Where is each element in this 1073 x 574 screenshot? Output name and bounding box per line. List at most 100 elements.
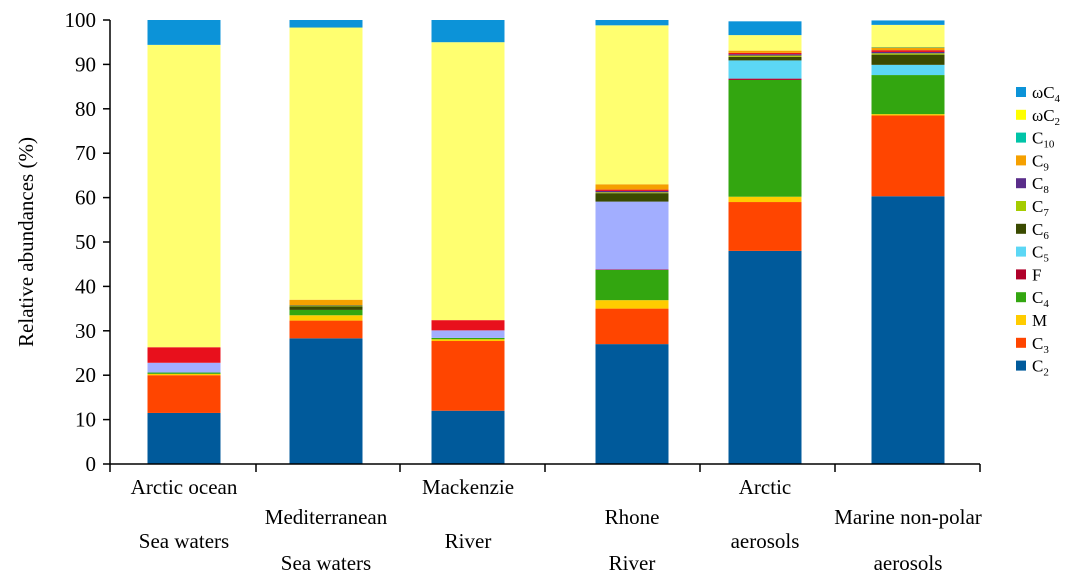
legend-swatch-c3 (1016, 337, 1026, 348)
bar-segment-c8-5 (871, 51, 945, 54)
bar-segment-c2-2 (431, 410, 505, 464)
bar-segment-m-2 (431, 339, 505, 342)
legend-swatch-c7 (1016, 201, 1026, 211)
bar-segment-c4-0 (147, 20, 221, 45)
bar-segment-c3-2 (431, 341, 505, 411)
bar-segment-c6-1 (289, 306, 363, 310)
y-tick-label-60: 60 (75, 186, 96, 210)
legend-swatch-c4 (1016, 292, 1026, 303)
legend-label-c4: C4 (1032, 288, 1049, 310)
legend-swatch-c9 (1016, 155, 1026, 166)
category-label-line2-1: Sea waters (281, 551, 371, 574)
legend-label-c3: C3 (1032, 334, 1049, 356)
category-label-line1-1: Mediterranean (265, 505, 388, 529)
bar-segment-c2-0 (147, 412, 221, 464)
bar-segment-c4-5 (871, 20, 945, 25)
bar-segment-fb-4 (728, 52, 802, 55)
y-tick-label-20: 20 (75, 363, 96, 387)
bar-segment-c2-0 (147, 44, 221, 348)
category-label-line1-3: Rhone (605, 505, 660, 529)
bar-segment-c4-1 (289, 20, 363, 28)
category-label-line1-0: Arctic ocean (131, 475, 238, 499)
bar-segment-c7-1 (289, 305, 363, 307)
bar-segment-m-4 (728, 196, 802, 203)
legend-label-c4: ωC4 (1032, 83, 1061, 105)
bar-segment-c5b-4 (728, 60, 802, 79)
bar-segment-c4-4 (728, 21, 802, 36)
bar-segment-c3-5 (871, 115, 945, 197)
category-label-line2-2: River (445, 529, 492, 553)
bar-segment-m-0 (147, 373, 221, 376)
legend-swatch-c8 (1016, 178, 1026, 189)
bar-segment-c6-4 (728, 56, 802, 61)
bar-segment-c3-1 (289, 320, 363, 339)
bar-segment-c2-4 (728, 250, 802, 464)
legend-swatch-m (1016, 315, 1026, 325)
legend-label-c9: C9 (1032, 151, 1049, 173)
bar-segment-fb-0 (147, 347, 221, 363)
bar-segment-fb-2 (431, 320, 505, 331)
category-label-line2-4: aerosols (731, 529, 800, 553)
legend-swatch-f (1016, 269, 1026, 280)
legend-swatch-c2 (1016, 109, 1026, 120)
bar-segment-c4-0 (147, 372, 221, 374)
category-label-line1-2: Mackenzie (422, 475, 514, 499)
bar-segment-c2-1 (289, 338, 363, 464)
bar-segment-c4-4 (728, 79, 802, 197)
axes-layer (103, 19, 981, 472)
bar-segment-c4-2 (431, 337, 505, 340)
legend-swatch-c10 (1016, 132, 1026, 143)
bar-segment-c3-4 (728, 202, 802, 251)
bar-segment-f-4 (728, 78, 802, 80)
y-tick-label-40: 40 (75, 274, 96, 298)
legend-label-c10: C10 (1032, 129, 1055, 151)
bar-segment-c4-1 (289, 309, 363, 316)
legend-swatch-c5 (1016, 246, 1026, 257)
bar-segment-c5b-5 (871, 64, 945, 76)
category-label-line1-4: Arctic (739, 475, 791, 499)
bar-segment-m-5 (871, 114, 945, 116)
bar-segment-c2-3 (595, 25, 669, 185)
y-tick-label-30: 30 (75, 319, 96, 343)
bars-layer (147, 20, 945, 464)
bar-segment-c4-3 (595, 20, 669, 26)
bar-segment-fb-3 (595, 189, 669, 191)
bar-segment-c7-4 (728, 55, 802, 57)
legend-swatch-c6 (1016, 223, 1026, 234)
labels-layer: 0 10 20 30 40 50 60 70 80 90 100 Relative abundance… (14, 8, 982, 574)
bar-segment-fb-5 (871, 50, 945, 52)
bar-segment-c6-5 (871, 54, 945, 65)
legend-swatch-c2 (1016, 360, 1026, 371)
y-axis-title: Relative abundances (%) (14, 137, 38, 347)
y-tick-label-80: 80 (75, 97, 96, 121)
bar-segment-c2-5 (871, 196, 945, 464)
bar-segment-c2-2 (431, 42, 505, 321)
bar-segment-c7-5 (871, 53, 945, 55)
y-tick-label-90: 90 (75, 52, 96, 76)
bar-segment-c2-3 (595, 344, 669, 464)
bar-segment-c7-3 (595, 192, 669, 194)
bar-segment-c5-2 (431, 330, 505, 338)
y-tick-label-100: 100 (65, 8, 97, 32)
legend-label-c5: C5 (1032, 243, 1049, 265)
bar-segment-c2-5 (871, 24, 945, 48)
category-label-line1-5: Marine non-polar (834, 505, 982, 529)
y-tick-label-0: 0 (86, 452, 97, 476)
legend-label-c7: C7 (1032, 197, 1049, 219)
y-tick-label-50: 50 (75, 230, 96, 254)
legend-label-f: F (1032, 265, 1041, 284)
bar-segment-c4-5 (871, 75, 945, 115)
bar-segment-c6-3 (595, 193, 669, 202)
bar-segment-c8-3 (595, 190, 669, 193)
y-tick-label-70: 70 (75, 141, 96, 165)
bar-segment-c9-3 (595, 184, 669, 190)
bar-segment-c9-4 (728, 50, 802, 53)
bar-segment-c4-2 (431, 20, 505, 43)
bar-segment-c3-3 (595, 308, 669, 345)
legend-label-c8: C8 (1032, 174, 1049, 196)
bar-segment-c8-4 (728, 54, 802, 56)
bar-segment-c2-4 (728, 35, 802, 51)
bar-segment-c9-5 (871, 47, 945, 51)
